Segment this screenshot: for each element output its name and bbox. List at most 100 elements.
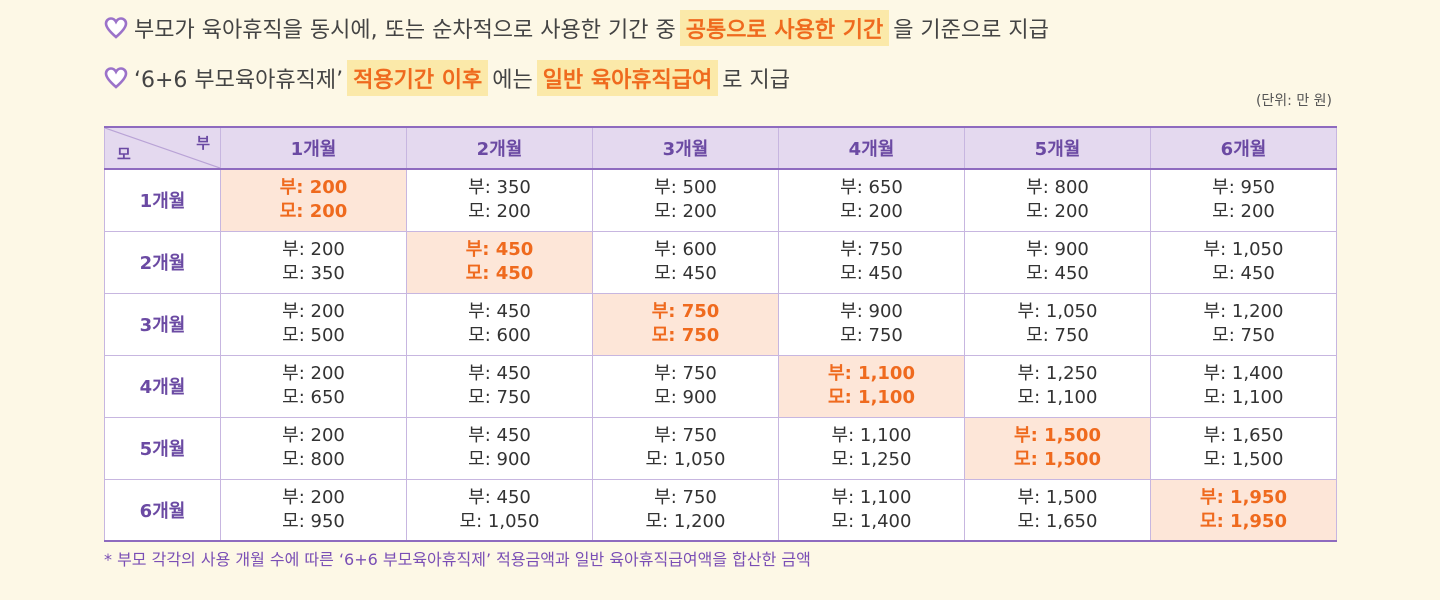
column-header: 4개월 bbox=[778, 126, 965, 170]
mother-amount: 모: 650 bbox=[282, 387, 345, 408]
father-amount: 부: 1,100 bbox=[831, 486, 912, 508]
table-row: 5개월 부: 200 모: 800 부: 450 모: 900 부: 750 모: 1,05… bbox=[104, 416, 1337, 480]
benefit-cell: 부: 450 모: 1,050 bbox=[406, 478, 593, 542]
benefit-table: 모 부 1개월 2개월 3개월 4개월 5개월 6개월 1개월 부: 200 모: … bbox=[104, 126, 1337, 542]
benefit-cell: 부: 1,650 모: 1,500 bbox=[1150, 416, 1337, 480]
table-row: 3개월 부: 200 모: 500 부: 450 모: 600 부: 750 모: 750 부… bbox=[104, 292, 1337, 356]
benefit-cell: 부: 900 모: 750 bbox=[778, 292, 965, 356]
benefit-cell: 부: 750 모: 750 bbox=[592, 292, 779, 356]
line2-text-middle: 에는 bbox=[492, 68, 533, 93]
mother-amount: 모: 750 bbox=[651, 325, 720, 346]
benefit-cell: 부: 1,500 모: 1,650 bbox=[964, 478, 1151, 542]
father-amount: 부: 200 bbox=[282, 363, 345, 384]
benefit-cell: 부: 800 모: 200 bbox=[964, 168, 1151, 232]
benefit-cell: 부: 1,050 모: 750 bbox=[964, 292, 1151, 356]
mother-amount: 모: 1,100 bbox=[828, 387, 915, 408]
father-amount: 부: 600 bbox=[654, 239, 717, 260]
diagonal-divider bbox=[105, 128, 220, 168]
mother-amount: 모: 800 bbox=[282, 449, 345, 470]
benefit-cell: 부: 1,250 모: 1,100 bbox=[964, 354, 1151, 418]
benefit-cell: 부: 200 모: 200 bbox=[220, 168, 407, 232]
mother-amount: 모: 200 bbox=[1212, 201, 1275, 223]
benefit-cell: 부: 450 모: 600 bbox=[406, 292, 593, 356]
table-row: 6개월 부: 200 모: 950 부: 450 모: 1,050 부: 750 모: 1,… bbox=[104, 478, 1337, 542]
mother-amount: 모: 750 bbox=[1212, 325, 1275, 346]
father-amount: 부: 450 bbox=[468, 486, 531, 508]
mother-amount: 모: 950 bbox=[282, 510, 345, 532]
benefit-cell: 부: 1,100 모: 1,100 bbox=[778, 354, 965, 418]
heart-outline-icon bbox=[104, 17, 128, 39]
father-amount: 부: 1,650 bbox=[1203, 425, 1284, 446]
mother-amount: 모: 200 bbox=[654, 201, 717, 223]
mother-amount: 모: 1,500 bbox=[1203, 449, 1284, 470]
benefit-cell: 부: 1,500 모: 1,500 bbox=[964, 416, 1151, 480]
father-amount: 부: 900 bbox=[840, 301, 903, 322]
mother-amount: 모: 450 bbox=[840, 263, 903, 284]
benefit-cell: 부: 1,100 모: 1,250 bbox=[778, 416, 965, 480]
heart-outline-icon bbox=[104, 67, 128, 89]
benefit-cell: 부: 500 모: 200 bbox=[592, 168, 779, 232]
benefit-cell: 부: 1,100 모: 1,400 bbox=[778, 478, 965, 542]
table-row: 4개월 부: 200 모: 650 부: 450 모: 750 부: 750 모: 900 부… bbox=[104, 354, 1337, 418]
corner-header: 모 부 bbox=[104, 126, 221, 170]
mother-amount: 모: 200 bbox=[468, 201, 531, 223]
father-amount: 부: 450 bbox=[468, 425, 531, 446]
mother-amount: 모: 450 bbox=[465, 263, 534, 284]
mother-amount: 모: 500 bbox=[282, 325, 345, 346]
benefit-cell: 부: 1,400 모: 1,100 bbox=[1150, 354, 1337, 418]
father-amount: 부: 950 bbox=[1212, 177, 1275, 199]
father-amount: 부: 750 bbox=[654, 425, 717, 446]
father-amount: 부: 500 bbox=[654, 177, 717, 199]
row-header: 5개월 bbox=[104, 416, 221, 480]
father-amount: 부: 750 bbox=[840, 239, 903, 260]
benefit-cell: 부: 650 모: 200 bbox=[778, 168, 965, 232]
unit-note: (단위: 만 원) bbox=[1255, 93, 1332, 109]
line2-text-after: 로 지급 bbox=[722, 68, 790, 93]
father-amount: 부: 1,050 bbox=[1017, 301, 1098, 322]
row-header: 1개월 bbox=[104, 168, 221, 232]
father-amount: 부: 200 bbox=[282, 301, 345, 322]
benefit-cell: 부: 450 모: 750 bbox=[406, 354, 593, 418]
column-header: 3개월 bbox=[592, 126, 779, 170]
benefit-cell: 부: 750 모: 450 bbox=[778, 230, 965, 294]
father-amount: 부: 1,950 bbox=[1200, 486, 1287, 508]
table-header-row: 모 부 1개월 2개월 3개월 4개월 5개월 6개월 bbox=[104, 126, 1337, 170]
mother-amount: 모: 1,500 bbox=[1014, 449, 1101, 470]
column-header: 6개월 bbox=[1150, 126, 1337, 170]
table-row: 2개월 부: 200 모: 350 부: 450 모: 450 부: 600 모: 450 부… bbox=[104, 230, 1337, 294]
benefit-cell: 부: 200 모: 350 bbox=[220, 230, 407, 294]
benefit-cell: 부: 900 모: 450 bbox=[964, 230, 1151, 294]
mother-amount: 모: 1,050 bbox=[459, 510, 540, 532]
line1-text-before: 부모가 육아휴직을 동시에, 또는 순차적으로 사용한 기간 중 bbox=[134, 18, 676, 43]
father-amount: 부: 750 bbox=[654, 363, 717, 384]
mother-amount: 모: 200 bbox=[840, 201, 903, 223]
benefit-cell: 부: 350 모: 200 bbox=[406, 168, 593, 232]
father-amount: 부: 200 bbox=[282, 239, 345, 260]
father-amount: 부: 900 bbox=[1026, 239, 1089, 260]
father-amount: 부: 1,100 bbox=[831, 425, 912, 446]
mother-amount: 모: 1,100 bbox=[1017, 387, 1098, 408]
father-amount: 부: 750 bbox=[654, 486, 717, 508]
line2-text-before: ‘6+6 부모육아휴직제’ bbox=[134, 68, 344, 93]
line1-highlight: 공통으로 사용한 기간 bbox=[679, 10, 890, 46]
table-row: 1개월 부: 200 모: 200 부: 350 모: 200 부: 500 모: 200 부… bbox=[104, 168, 1337, 232]
father-amount: 부: 200 bbox=[282, 425, 345, 446]
mother-amount: 모: 350 bbox=[282, 263, 345, 284]
benefit-cell: 부: 600 모: 450 bbox=[592, 230, 779, 294]
father-amount: 부: 200 bbox=[282, 486, 345, 508]
mother-amount: 모: 200 bbox=[1026, 201, 1089, 223]
row-header: 6개월 bbox=[104, 478, 221, 542]
father-amount: 부: 1,200 bbox=[1203, 301, 1284, 322]
mother-amount: 모: 450 bbox=[1212, 263, 1275, 284]
benefit-cell: 부: 1,950 모: 1,950 bbox=[1150, 478, 1337, 542]
table-body: 1개월 부: 200 모: 200 부: 350 모: 200 부: 500 모: 200 부… bbox=[104, 168, 1337, 542]
mother-amount: 모: 1,050 bbox=[645, 449, 726, 470]
mother-amount: 모: 450 bbox=[654, 263, 717, 284]
father-amount: 부: 1,100 bbox=[828, 363, 915, 384]
corner-father-label: 부 bbox=[196, 134, 210, 152]
benefit-cell: 부: 450 모: 900 bbox=[406, 416, 593, 480]
line2-highlight-benefit: 일반 육아휴직급여 bbox=[536, 60, 719, 96]
father-amount: 부: 650 bbox=[840, 177, 903, 199]
benefit-cell: 부: 1,200 모: 750 bbox=[1150, 292, 1337, 356]
benefit-cell: 부: 200 모: 800 bbox=[220, 416, 407, 480]
